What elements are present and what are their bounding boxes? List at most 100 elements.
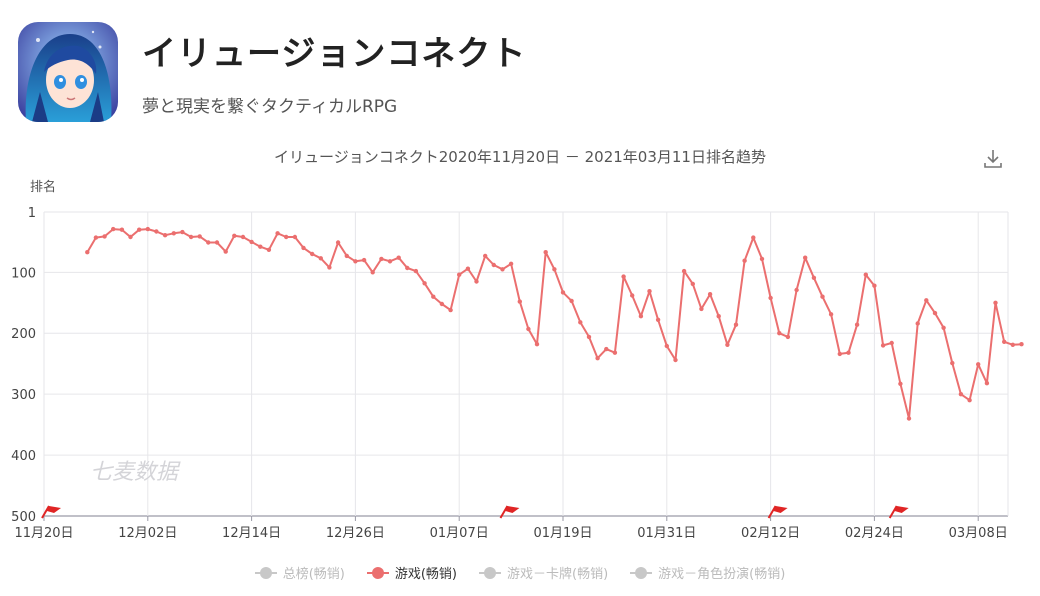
data-point[interactable] (828, 312, 834, 317)
data-point[interactable] (448, 307, 453, 313)
data-point[interactable] (543, 250, 548, 255)
data-point[interactable] (958, 392, 964, 397)
data-point[interactable] (379, 256, 384, 262)
data-point[interactable] (569, 298, 574, 304)
data-point[interactable] (327, 265, 332, 270)
data-point[interactable] (595, 356, 600, 361)
data-point[interactable] (483, 253, 488, 259)
data-point[interactable] (906, 416, 912, 421)
data-point[interactable] (889, 340, 894, 346)
data-point[interactable] (240, 234, 246, 240)
data-point[interactable] (733, 322, 739, 327)
legend-item[interactable]: 总榜(畅销) (254, 563, 345, 582)
data-point[interactable] (1002, 339, 1007, 344)
data-point[interactable] (803, 255, 808, 260)
data-point[interactable] (405, 265, 410, 271)
data-point[interactable] (353, 259, 358, 264)
data-point[interactable] (664, 343, 669, 349)
data-point[interactable] (310, 251, 315, 257)
data-point[interactable] (915, 321, 920, 326)
data-point[interactable] (111, 226, 116, 232)
data-point[interactable] (993, 300, 998, 305)
data-point[interactable] (249, 239, 254, 245)
data-point[interactable] (534, 342, 540, 347)
data-point[interactable] (846, 350, 851, 355)
data-point[interactable] (154, 229, 159, 234)
data-point[interactable] (872, 283, 877, 288)
data-point[interactable] (93, 235, 99, 240)
data-point[interactable] (932, 310, 938, 316)
data-point[interactable] (266, 247, 272, 252)
data-point[interactable] (924, 298, 929, 303)
data-point[interactable] (768, 295, 773, 301)
data-point[interactable] (759, 256, 765, 262)
data-point[interactable] (387, 259, 393, 264)
data-point[interactable] (811, 275, 817, 280)
data-point[interactable] (361, 257, 367, 263)
data-point[interactable] (396, 255, 401, 260)
data-point[interactable] (976, 362, 981, 367)
data-point[interactable] (638, 314, 644, 319)
data-point[interactable] (941, 325, 946, 330)
data-point[interactable] (258, 244, 263, 249)
data-point[interactable] (232, 233, 237, 238)
data-point[interactable] (1019, 342, 1024, 347)
data-point[interactable] (370, 270, 375, 275)
data-point[interactable] (457, 272, 462, 277)
data-point[interactable] (621, 274, 626, 279)
data-point[interactable] (517, 299, 522, 304)
data-point[interactable] (742, 258, 747, 263)
data-point[interactable] (318, 256, 323, 261)
event-flag-icon[interactable] (41, 505, 61, 519)
data-point[interactable] (586, 334, 592, 340)
data-point[interactable] (794, 287, 799, 293)
data-point[interactable] (681, 268, 687, 274)
data-point[interactable] (439, 301, 445, 307)
data-point[interactable] (206, 240, 211, 245)
data-point[interactable] (102, 234, 107, 239)
data-point[interactable] (301, 245, 306, 251)
data-point[interactable] (223, 249, 228, 254)
data-point[interactable] (655, 317, 661, 322)
data-point[interactable] (128, 234, 133, 240)
data-point[interactable] (725, 342, 730, 347)
data-point[interactable] (188, 234, 194, 240)
event-flag-icon[interactable] (499, 505, 520, 519)
data-point[interactable] (785, 334, 791, 340)
data-point[interactable] (630, 293, 635, 298)
data-point[interactable] (431, 294, 436, 299)
data-point[interactable] (820, 294, 825, 299)
data-point[interactable] (171, 231, 176, 236)
data-point[interactable] (880, 343, 886, 348)
data-point[interactable] (284, 234, 289, 240)
data-point[interactable] (716, 314, 721, 319)
data-point[interactable] (967, 398, 972, 403)
data-point[interactable] (275, 231, 280, 236)
event-flag-icon[interactable] (767, 505, 788, 519)
legend-item[interactable]: 游戏－角色扮演(畅销) (630, 563, 785, 582)
data-point[interactable] (777, 331, 782, 336)
data-point[interactable] (145, 226, 150, 232)
legend-item[interactable]: 游戏(畅销) (366, 563, 457, 582)
data-point[interactable] (137, 227, 142, 232)
data-point[interactable] (344, 253, 349, 259)
data-point[interactable] (604, 346, 609, 352)
data-point[interactable] (552, 267, 557, 272)
download-icon[interactable] (980, 146, 1006, 172)
data-point[interactable] (465, 266, 471, 271)
data-point[interactable] (699, 306, 704, 312)
data-point[interactable] (854, 322, 860, 327)
data-point[interactable] (335, 240, 341, 245)
data-point[interactable] (413, 268, 419, 274)
data-point[interactable] (612, 350, 618, 355)
data-point[interactable] (119, 227, 125, 232)
data-point[interactable] (422, 281, 427, 286)
data-point[interactable] (508, 261, 514, 266)
data-point[interactable] (491, 262, 496, 268)
data-point[interactable] (500, 267, 505, 272)
data-point[interactable] (474, 279, 479, 284)
data-point[interactable] (162, 233, 168, 238)
data-point[interactable] (197, 234, 202, 239)
data-point[interactable] (984, 381, 990, 386)
data-point[interactable] (950, 360, 955, 366)
